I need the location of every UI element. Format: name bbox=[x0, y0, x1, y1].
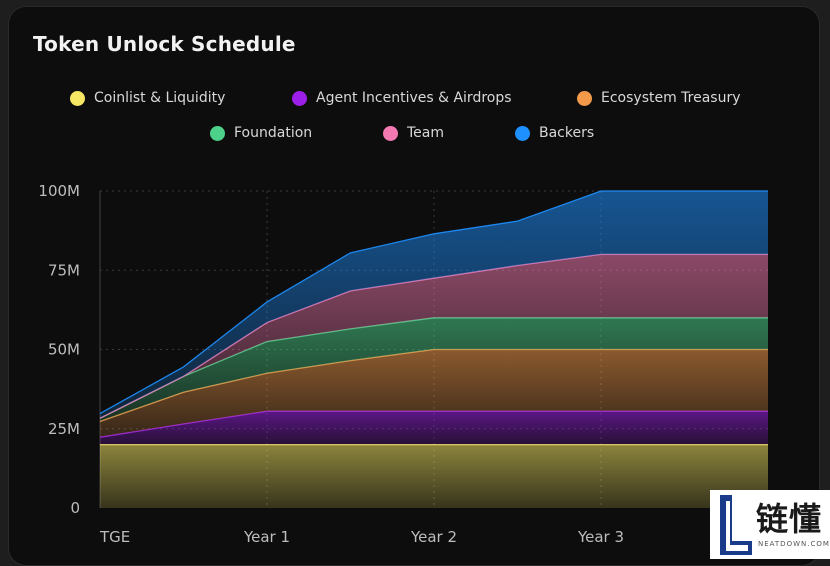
x-tick-label: Year 1 bbox=[243, 528, 290, 546]
legend-item: Agent Incentives & Airdrops bbox=[292, 90, 512, 106]
legend-swatch bbox=[577, 90, 592, 106]
legend-label: Team bbox=[407, 125, 445, 141]
y-tick-label: 0 bbox=[70, 499, 80, 517]
legend-label: Coinlist & Liquidity bbox=[94, 90, 226, 106]
area-foundation bbox=[100, 317, 768, 422]
area-backers bbox=[100, 191, 768, 419]
legend-item: Coinlist & Liquidity bbox=[70, 90, 225, 106]
legend-label: Backers bbox=[539, 125, 595, 141]
x-tick-label: TGE bbox=[99, 528, 130, 546]
x-tick-label: Year 3 bbox=[577, 528, 624, 546]
y-tick-label: 50M bbox=[48, 341, 80, 359]
legend-item: Backers bbox=[515, 125, 594, 141]
chart-title: Token Unlock Schedule bbox=[33, 32, 296, 56]
watermark-l-icon bbox=[720, 495, 752, 555]
y-tick-label: 75M bbox=[48, 261, 80, 279]
series-line bbox=[99, 253, 768, 419]
area-coinlist-liquidity bbox=[100, 444, 768, 508]
watermark-text: 链懂 bbox=[756, 500, 823, 538]
area-agent-incentives-airdrops bbox=[100, 411, 768, 445]
legend-swatch bbox=[515, 125, 530, 141]
legend-label: Agent Incentives & Airdrops bbox=[316, 90, 512, 106]
legend-swatch bbox=[383, 125, 398, 141]
legend-swatch bbox=[210, 125, 225, 141]
legend-item: Team bbox=[383, 125, 444, 141]
legend-swatch bbox=[70, 90, 85, 106]
legend-item: Ecosystem Treasury bbox=[577, 90, 741, 106]
y-tick-label: 25M bbox=[48, 420, 80, 438]
legend-label: Ecosystem Treasury bbox=[601, 90, 741, 106]
legend-item: Foundation bbox=[210, 125, 312, 141]
area-team bbox=[100, 254, 768, 419]
watermark-logo: 链懂 NEATDOWN.COM bbox=[710, 490, 830, 559]
legend-label: Foundation bbox=[234, 125, 313, 141]
watermark-subtext: NEATDOWN.COM bbox=[758, 540, 830, 548]
y-tick-label: 100M bbox=[38, 182, 80, 200]
x-tick-label: Year 2 bbox=[410, 528, 457, 546]
series-line bbox=[99, 190, 768, 415]
legend-swatch bbox=[292, 90, 307, 106]
area-ecosystem-treasury bbox=[100, 349, 768, 438]
